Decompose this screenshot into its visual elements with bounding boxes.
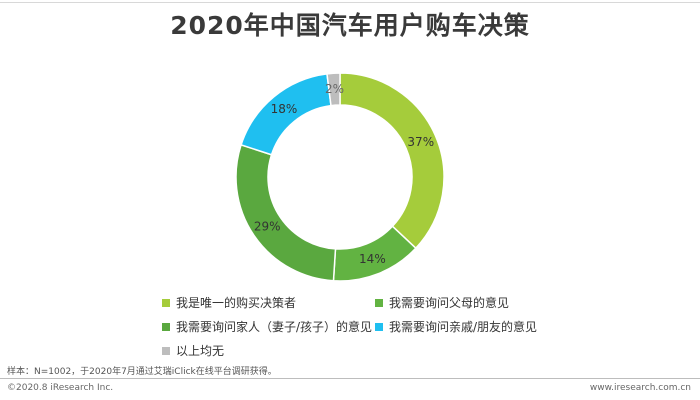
slice-label-5: 2% [325, 82, 344, 96]
slice-label-3: 29% [254, 219, 281, 233]
footer-website: www.iresearch.com.cn [589, 383, 691, 393]
donut-slice-1 [339, 72, 445, 250]
legend-label-3: 我需要询问家人（妻子/孩子）的意见 [176, 320, 373, 334]
legend-swatch-1 [162, 298, 170, 307]
chart-title: 2020年中国汽车用户购车决策 [170, 11, 530, 40]
slice-label-1: 37% [407, 135, 434, 149]
top-rule [0, 2, 700, 3]
legend: 我是唯一的购买决策者 我需要询问父母的意见 我需要询问家人（妻子/孩子）的意见 … [162, 294, 582, 359]
slice-label-2: 14% [359, 252, 386, 266]
donut-slice-5 [326, 72, 341, 107]
legend-item-4: 我需要询问亲戚/朋友的意见 [375, 318, 582, 335]
legend-label-1: 我是唯一的购买决策者 [176, 296, 297, 310]
footer-copyright: ©2020.8 iResearch Inc. [7, 383, 114, 393]
sample-note: 样本：N=1002，于2020年7月通过艾瑞iClick在线平台调研获得。 [7, 367, 277, 377]
legend-label-5: 以上均无 [176, 344, 225, 358]
footer-rule [0, 378, 700, 379]
legend-item-5: 以上均无 [162, 342, 375, 359]
legend-swatch-3 [162, 322, 170, 331]
legend-item-3: 我需要询问家人（妻子/孩子）的意见 [162, 318, 375, 335]
legend-item-2: 我需要询问父母的意见 [375, 294, 582, 311]
legend-label-4: 我需要询问亲戚/朋友的意见 [389, 320, 538, 334]
slice-label-4: 18% [271, 102, 298, 116]
legend-swatch-4 [375, 322, 383, 331]
legend-item-1: 我是唯一的购买决策者 [162, 294, 375, 311]
legend-swatch-5 [162, 346, 170, 355]
donut-slice-3 [235, 143, 337, 282]
legend-swatch-2 [375, 298, 383, 307]
legend-label-2: 我需要询问父母的意见 [389, 296, 510, 310]
